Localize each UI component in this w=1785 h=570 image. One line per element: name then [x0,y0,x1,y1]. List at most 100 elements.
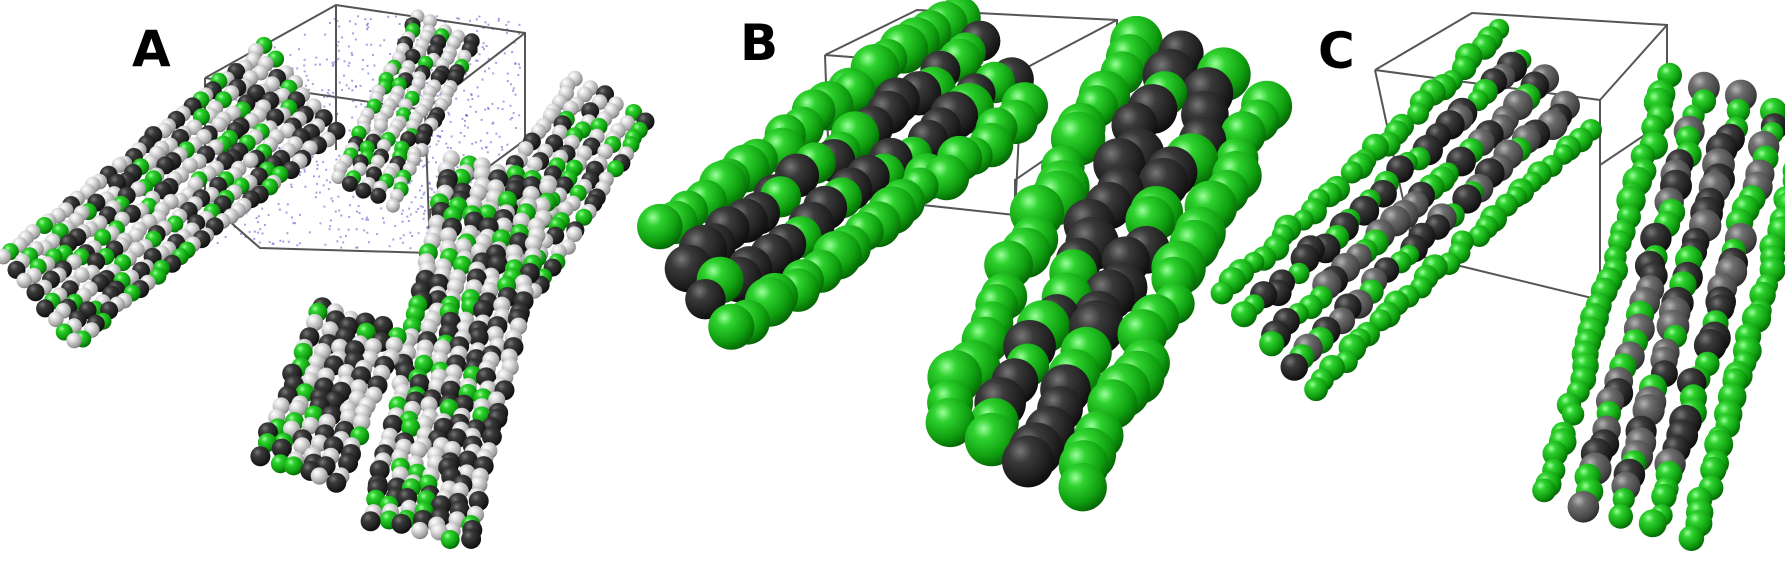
solvent-particle [303,58,306,61]
solvent-particle [512,111,515,114]
solvent-particle [415,210,418,213]
solvent-particle [351,54,354,56]
solvent-particle [290,183,293,186]
solvent-particle [270,69,273,72]
solvent-particle [354,85,357,88]
solvent-particle [420,184,423,187]
solvent-particle [507,20,510,23]
solvent-particle [292,222,295,225]
hydrogen-atom [16,272,33,289]
solvent-particle [313,175,315,178]
solvent-particle [448,113,451,116]
solvent-particle [244,236,247,238]
solvent-particle [483,48,485,51]
carbon-atom [250,446,271,467]
solvent-particle [253,230,256,233]
hydrogen-atom [597,143,613,160]
solvent-particle [304,84,307,87]
hydrogen-atom [66,332,82,349]
solvent-particle [299,171,302,174]
solvent-particle [315,160,318,163]
solvent-particle [369,18,372,21]
solvent-particle [361,217,364,220]
solvent-particle [506,143,509,146]
solvent-particle [502,100,505,103]
solvent-particle [332,91,334,94]
solvent-particle [420,197,423,199]
hydrogen-atom [242,152,259,168]
solvent-particle [329,219,332,222]
solvent-particle [305,74,308,77]
solvent-particle [314,196,317,199]
solvent-particle [497,107,500,110]
solvent-particle [304,185,307,188]
solvent-particle [417,232,420,235]
solvent-particle [332,63,335,66]
solvent-particle [333,17,336,20]
solvent-particle [382,217,385,220]
solvent-particle [471,98,474,100]
solvent-particle [216,242,219,244]
solvent-particle [406,215,409,218]
solvent-particle [427,161,430,164]
solvent-particle [506,28,509,31]
solvent-particle [495,132,498,135]
solvent-particle [422,193,425,196]
solvent-particle [339,236,342,239]
solvent-particle [215,157,218,160]
solvent-particle [506,80,509,83]
solvent-particle [367,26,370,29]
shell-bead [708,303,755,350]
panel-a: A [0,3,655,549]
solvent-particle [506,72,509,75]
solvent-particle [282,240,285,243]
core-bead [1567,491,1600,523]
solvent-particle [388,245,391,248]
shell-bead [1651,483,1677,510]
solvent-particle [397,38,400,41]
solvent-particle [369,90,372,92]
solvent-particle [291,67,294,70]
solvent-particle [475,59,478,62]
carbon-atom [26,283,45,302]
solvent-particle [352,32,355,35]
solvent-particle [464,119,466,122]
solvent-particle [456,17,459,20]
solvent-particle [401,220,404,223]
solvent-particle [428,182,431,185]
solvent-particle [245,212,248,215]
solvent-particle [273,46,276,49]
solvent-particle [383,39,386,42]
shell-bead [1532,478,1556,503]
solvent-particle [487,108,490,111]
solvent-particle [428,181,431,184]
carbon-atom [391,513,412,534]
solvent-particle [505,24,508,27]
solvent-particle [430,134,433,137]
solvent-particle [311,83,314,86]
solvent-particle [447,111,450,114]
solvent-particle [518,23,521,26]
solvent-particle [296,244,299,247]
solvent-particle [411,46,414,49]
solvent-particle [345,84,348,87]
solvent-particle [492,121,495,124]
carbon-atom [461,528,482,549]
panel-a-molecule-rods [0,9,655,549]
solvent-particle [347,64,350,67]
hydrogen-atom [409,441,428,459]
solvent-particle [337,49,340,52]
solvent-particle [511,117,514,119]
solvent-particle [487,57,490,60]
solvent-particle [458,141,461,144]
solvent-particle [476,29,479,32]
solvent-particle [466,126,469,129]
solvent-particle [331,64,334,67]
solvent-particle [303,168,306,171]
solvent-particle [256,221,259,224]
solvent-particle [337,57,340,60]
solvent-particle [410,180,413,183]
hydrogen-atom [423,14,437,29]
shell-bead [1058,463,1107,512]
